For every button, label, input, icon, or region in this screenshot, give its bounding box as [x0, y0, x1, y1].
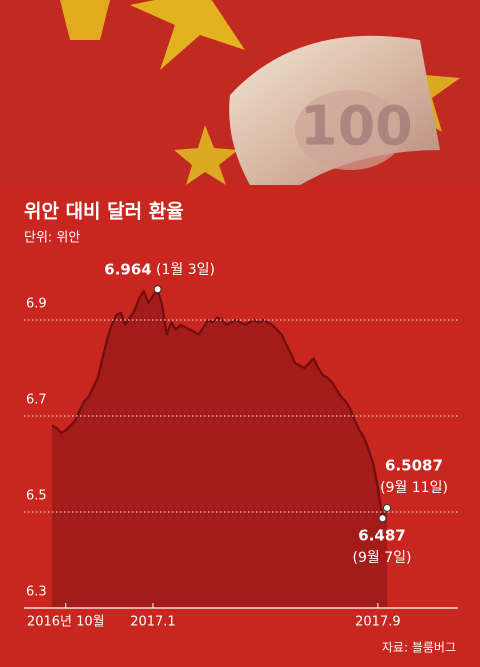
x-tick-label: 2017.9: [355, 615, 401, 630]
source: 자료: 블룸버그: [382, 641, 456, 655]
highlight-point: [378, 514, 387, 523]
photo: 100: [0, 0, 480, 185]
svg-text:100: 100: [300, 95, 413, 158]
value-label: 6.964: [104, 261, 151, 279]
x-tick-label: 2016년 10월: [27, 615, 105, 630]
y-tick-label: 6.5: [26, 489, 47, 504]
value-label: 6.5087: [385, 457, 443, 475]
y-tick-label: 6.7: [26, 393, 47, 408]
chart-title: 위안 대비 달러 환율: [24, 201, 184, 223]
date-label: (9월 11일): [380, 480, 448, 496]
highlight-point: [383, 503, 392, 512]
area: [52, 289, 388, 608]
date-label: (1월 3일): [156, 262, 215, 278]
y-tick-label: 6.9: [26, 297, 47, 312]
value-label: 6.487: [358, 527, 405, 545]
x-tick-label: 2017.1: [130, 615, 176, 630]
date-label: (9월 7일): [353, 550, 412, 566]
y-tick-label: 6.3: [26, 585, 47, 600]
chart-subtitle: 단위: 위안: [24, 231, 80, 246]
highlight-point: [153, 285, 162, 294]
line: [51, 288, 389, 520]
